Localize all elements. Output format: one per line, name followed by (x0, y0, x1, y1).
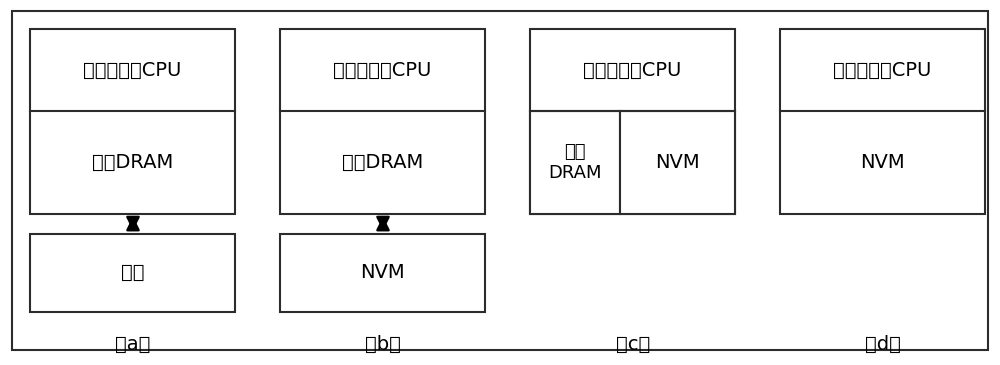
Text: （c）: （c） (616, 335, 650, 354)
Bar (30, 29, 235, 214)
Bar (530, 29, 735, 214)
Text: NVM: NVM (360, 263, 405, 283)
Text: （d）: （d） (865, 335, 901, 354)
Bar (280, 29, 485, 214)
Text: 中央处理器CPU: 中央处理器CPU (833, 61, 932, 80)
Text: 中央处理器CPU: 中央处理器CPU (583, 61, 682, 80)
Text: （b）: （b） (365, 335, 401, 354)
Bar (30, 234, 235, 312)
Text: NVM: NVM (860, 153, 905, 172)
Text: 中央处理器CPU: 中央处理器CPU (333, 61, 432, 80)
Text: （a）: （a） (115, 335, 151, 354)
Text: 内存
DRAM: 内存 DRAM (548, 143, 602, 182)
Bar (280, 234, 485, 312)
Text: 内存DRAM: 内存DRAM (92, 153, 173, 172)
Text: 内存DRAM: 内存DRAM (342, 153, 423, 172)
Text: 中央处理器CPU: 中央处理器CPU (83, 61, 182, 80)
Text: 磁盘: 磁盘 (121, 263, 144, 283)
Text: NVM: NVM (655, 153, 700, 172)
Bar (530, 111, 620, 214)
Bar (620, 111, 735, 214)
Bar (780, 29, 985, 214)
